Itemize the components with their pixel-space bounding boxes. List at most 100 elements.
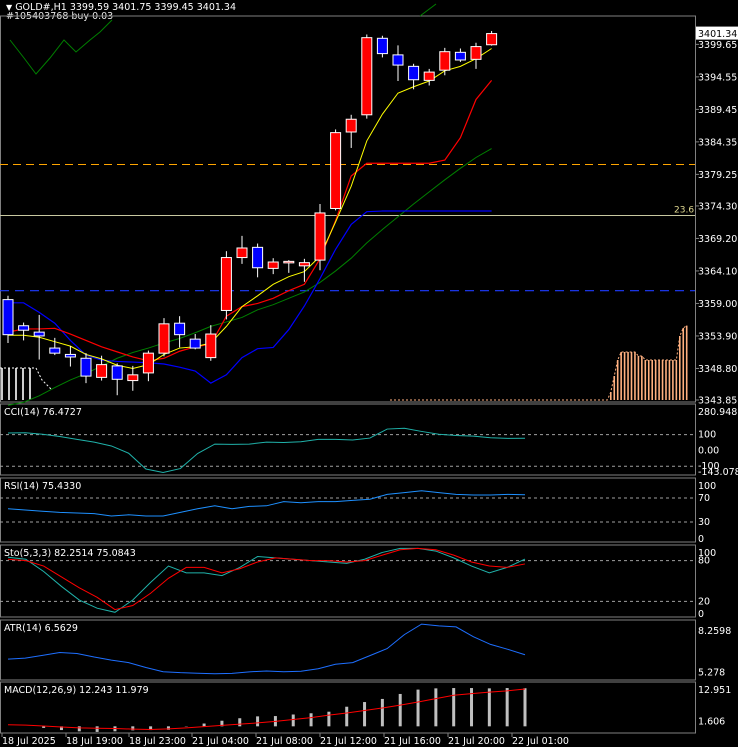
bull-candle [470,46,482,60]
y-tick-label: 3348.80 [698,364,737,375]
atr-panel-label: ATR(14) 6.5629 [4,623,78,634]
stoch-signal-line [7,547,526,611]
bear-candle [2,299,14,336]
bear-candle [18,325,30,331]
y-tick-label: 3389.45 [698,105,737,116]
rsi-y-label: 0 [698,534,704,545]
cci-y-label: 100 [698,430,716,441]
cci-y-label: -100 [698,461,720,472]
x-tick-label: 21 Jul 16:00 [384,736,441,747]
bear-candle [252,246,264,269]
bull-candle [205,333,217,359]
x-tick-label: 21 Jul 04:00 [192,736,249,747]
symbol-header: ▼ GOLD#,H1 3399.59 3401.75 3399.45 3401.… [6,2,236,13]
bull-candle [423,71,435,81]
bull-candle [439,51,451,71]
histogram-envelope [390,325,687,401]
macd-y-label: 12.951 [698,685,731,696]
y-tick-label: 3359.00 [698,299,737,310]
atr-y-label: 8.2598 [698,626,731,637]
bear-candle [80,357,92,377]
panel-frame [0,403,696,476]
bull-candle [267,261,279,269]
current-price-box [696,26,738,40]
bear-candle [189,338,201,349]
cci-y-label: 280.9487 [698,407,738,418]
stoch-y-label: 20 [698,596,710,607]
bull-candle [298,262,310,267]
bear-candle [174,322,186,336]
fibo-level-label: 23.6 [674,205,694,215]
stoch-y-label: 80 [698,556,710,567]
bull-candle [345,118,357,133]
rsi-y-label: 30 [698,517,710,528]
x-tick-label: 21 Jul 12:00 [320,736,377,747]
bear-candle [33,331,45,337]
y-tick-label: 3374.30 [698,201,737,212]
x-tick-label: 21 Jul 20:00 [448,736,505,747]
bull-candle [283,260,295,264]
x-tick-label: 18 Jul 19:00 [66,736,123,747]
panel-frame [0,544,696,618]
bear-candle [49,347,61,354]
bull-candle [142,352,154,374]
bull-candle [236,247,248,259]
bull-candle [127,374,139,382]
bear-candle [64,353,76,358]
ma-green-line-upper [419,3,437,17]
y-tick-label: 3369.20 [698,234,737,245]
bear-candle [454,51,466,61]
rsi-y-label: 70 [698,493,710,504]
y-tick-label: 3394.55 [698,72,737,83]
bull-candle [486,33,498,46]
x-tick-label: 18 Jul 23:00 [129,736,186,747]
y-tick-label: 3364.10 [698,266,737,277]
bear-candle [408,65,420,81]
y-tick-label: 3343.85 [698,396,737,407]
ma-red-line [7,79,493,362]
y-tick-label: 3399.65 [698,40,737,51]
rsi-line [7,490,526,517]
atr-y-label: 5.278 [698,668,725,679]
bull-candle [330,132,342,209]
rsi-panel-label: RSI(14) 75.4330 [4,481,81,492]
bear-candle [376,37,388,55]
chart-menu-icon[interactable]: ▼ [6,3,13,12]
panel-frame [0,477,696,543]
ma-fast-line [8,48,492,369]
symbol-info: GOLD#,H1 3399.59 3401.75 3399.45 3401.34 [15,2,237,13]
macd-signal-line [7,688,526,730]
cci-y-label: 0.00 [698,445,719,456]
panel-frame [0,619,696,681]
stoch-y-label: 0 [698,609,704,620]
stoch-panel-label: Sto(5,3,3) 82.2514 75.0843 [4,548,136,559]
ma-blue-line [8,210,492,384]
y-tick-label: 3353.90 [698,331,737,342]
bull-candle [96,364,108,378]
x-tick-label: 22 Jul 01:00 [512,736,569,747]
x-tick-label: 18 Jul 2025 [2,736,56,747]
atr-line [7,623,526,675]
macd-y-label: 1.606 [698,716,725,727]
panel-frame [0,15,696,403]
rsi-y-label: 100 [698,481,716,492]
bull-candle [220,257,232,311]
stoch-y-label: 100 [698,548,716,559]
ma-green-line-upper [9,19,113,75]
current-price-label: 3401.34 [698,29,737,40]
bear-candle [111,365,123,380]
y-tick-label: 3384.35 [698,137,737,148]
macd-panel-label: MACD(12,26,9) 12.243 11.979 [4,685,149,696]
panel-frame [0,681,696,734]
cci-y-label: -143.0787 [698,467,738,478]
bull-candle [361,37,373,116]
stoch-main-line [7,547,526,613]
histogram-envelope [0,367,53,391]
cci-panel-label: CCI(14) 76.4727 [4,407,82,418]
bear-candle [392,54,404,66]
x-tick-label: 21 Jul 08:00 [256,736,313,747]
cci-line [7,427,526,474]
bull-candle [314,212,326,261]
bull-candle [158,323,170,354]
